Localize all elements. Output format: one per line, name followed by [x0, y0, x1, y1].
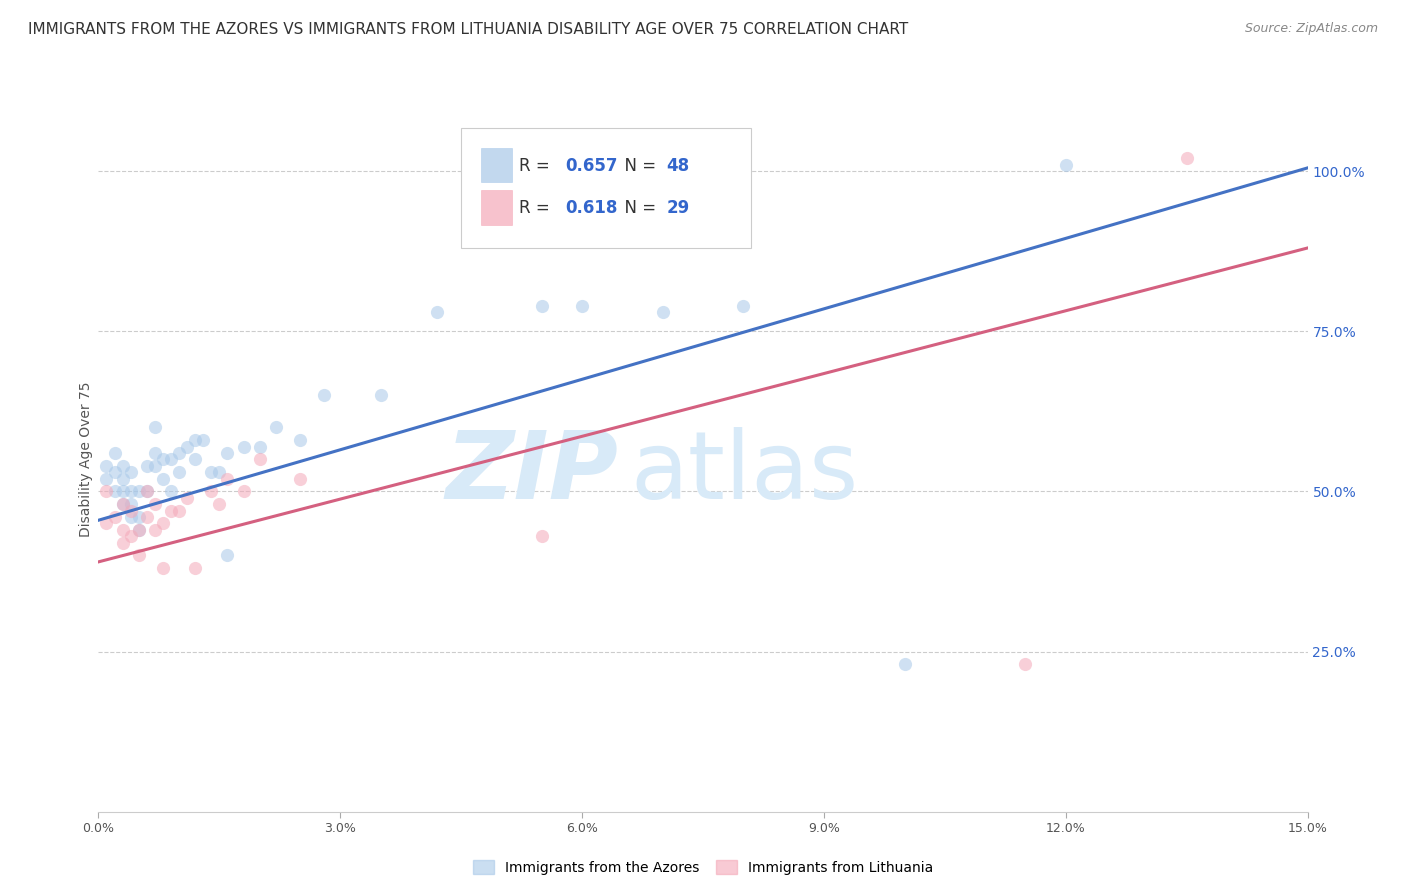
Point: [135, 510, 157, 524]
Point: [143, 420, 166, 434]
Text: 0.657: 0.657: [565, 156, 617, 175]
Point: [530, 529, 553, 543]
Point: [111, 458, 134, 473]
Point: [232, 484, 254, 499]
Text: IMMIGRANTS FROM THE AZORES VS IMMIGRANTS FROM LITHUANIA DISABILITY AGE OVER 75 C: IMMIGRANTS FROM THE AZORES VS IMMIGRANTS…: [28, 22, 908, 37]
Point: [184, 561, 207, 575]
Text: N =: N =: [613, 156, 661, 175]
Point: [152, 452, 174, 467]
Point: [111, 484, 134, 499]
FancyBboxPatch shape: [481, 148, 512, 183]
Point: [135, 484, 157, 499]
Text: 48: 48: [666, 156, 690, 175]
Point: [120, 510, 142, 524]
Point: [893, 657, 915, 672]
Point: [167, 446, 190, 460]
Point: [167, 503, 190, 517]
Point: [96, 516, 118, 531]
Point: [160, 452, 183, 467]
Point: [160, 484, 183, 499]
Point: [128, 523, 150, 537]
Point: [152, 472, 174, 486]
Point: [120, 484, 142, 499]
Point: [111, 523, 134, 537]
Point: [249, 440, 271, 454]
Point: [651, 305, 673, 319]
Point: [103, 510, 125, 524]
Point: [571, 299, 593, 313]
Point: [200, 465, 222, 479]
Point: [232, 440, 254, 454]
Point: [111, 472, 134, 486]
Point: [120, 497, 142, 511]
Point: [176, 491, 198, 505]
Text: 0.618: 0.618: [565, 199, 617, 217]
Point: [314, 388, 336, 402]
Point: [120, 503, 142, 517]
Text: Source: ZipAtlas.com: Source: ZipAtlas.com: [1244, 22, 1378, 36]
Point: [135, 458, 157, 473]
Point: [1175, 151, 1198, 165]
Point: [111, 497, 134, 511]
Point: [103, 465, 125, 479]
Point: [1054, 158, 1077, 172]
Point: [120, 465, 142, 479]
Point: [152, 561, 174, 575]
FancyBboxPatch shape: [481, 190, 512, 225]
Point: [143, 523, 166, 537]
Point: [111, 497, 134, 511]
Text: R =: R =: [519, 199, 555, 217]
Text: R =: R =: [519, 156, 555, 175]
Point: [167, 465, 190, 479]
Point: [426, 305, 449, 319]
Point: [208, 465, 231, 479]
Text: atlas: atlas: [630, 427, 859, 519]
Point: [176, 440, 198, 454]
Point: [370, 388, 392, 402]
Point: [120, 529, 142, 543]
Point: [193, 433, 215, 447]
Point: [96, 458, 118, 473]
Point: [217, 446, 239, 460]
Text: ZIP: ZIP: [446, 427, 619, 519]
Point: [143, 497, 166, 511]
Point: [96, 472, 118, 486]
Point: [128, 549, 150, 563]
Point: [103, 484, 125, 499]
Point: [143, 458, 166, 473]
Point: [200, 484, 222, 499]
Point: [184, 452, 207, 467]
Point: [128, 484, 150, 499]
Point: [135, 484, 157, 499]
Point: [217, 549, 239, 563]
Point: [530, 299, 553, 313]
Point: [264, 420, 287, 434]
Point: [160, 503, 183, 517]
Point: [111, 535, 134, 549]
Point: [103, 446, 125, 460]
Point: [96, 484, 118, 499]
FancyBboxPatch shape: [461, 128, 751, 248]
Point: [217, 472, 239, 486]
Legend: Immigrants from the Azores, Immigrants from Lithuania: Immigrants from the Azores, Immigrants f…: [467, 855, 939, 880]
Point: [288, 472, 311, 486]
Point: [733, 299, 755, 313]
Point: [152, 516, 174, 531]
Point: [208, 497, 231, 511]
Text: 29: 29: [666, 199, 690, 217]
Point: [143, 446, 166, 460]
Point: [1014, 657, 1036, 672]
Point: [288, 433, 311, 447]
Point: [249, 452, 271, 467]
Y-axis label: Disability Age Over 75: Disability Age Over 75: [79, 382, 93, 537]
Point: [184, 433, 207, 447]
Point: [128, 523, 150, 537]
Point: [128, 510, 150, 524]
Text: N =: N =: [613, 199, 661, 217]
